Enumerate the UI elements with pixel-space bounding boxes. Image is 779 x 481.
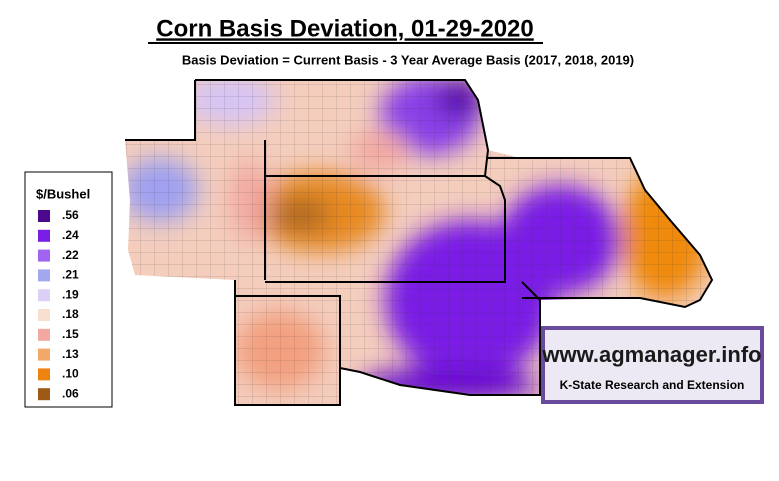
legend-label: .22 — [62, 248, 79, 262]
legend-label: .56 — [62, 208, 79, 222]
oklahoma-border — [234, 280, 541, 406]
logo-url: www.agmanager.info — [541, 342, 761, 367]
nebraska-border — [195, 79, 490, 177]
logo-box — [541, 326, 764, 404]
legend-label: .06 — [62, 386, 79, 400]
legend-label: .18 — [62, 307, 79, 321]
legend-title: $/Bushel — [36, 186, 90, 201]
title: Corn Basis Deviation, 01-29-2020 — [156, 15, 534, 42]
legend-swatch — [38, 328, 50, 341]
texas-border — [235, 295, 341, 368]
logo-org: K-State Research and Extension — [560, 378, 745, 392]
kansas-border — [265, 175, 506, 283]
legend-swatch — [38, 269, 50, 282]
legend-swatch — [38, 388, 50, 401]
legend-swatch — [38, 348, 50, 361]
legend-label: .24 — [62, 228, 79, 242]
legend-label: .15 — [62, 327, 79, 341]
legend-swatch — [38, 229, 50, 242]
legend-label: .21 — [62, 268, 79, 282]
missouri-border — [488, 157, 714, 309]
legend-swatch — [38, 368, 50, 381]
subtitle: Basis Deviation = Current Basis - 3 Year… — [182, 52, 634, 67]
legend-swatch — [38, 309, 50, 321]
border — [125, 80, 196, 141]
legend-swatch — [38, 249, 50, 262]
legend-label: .10 — [62, 367, 79, 381]
legend-swatch — [38, 210, 50, 222]
legend-label: .19 — [62, 287, 79, 301]
state-borders — [125, 79, 714, 406]
legend-swatch — [38, 289, 50, 302]
legend-label: .13 — [62, 347, 79, 361]
legend-items: .56 .24 .22 .21 .19 .18 .15 .13 .10 .06 — [38, 208, 79, 400]
